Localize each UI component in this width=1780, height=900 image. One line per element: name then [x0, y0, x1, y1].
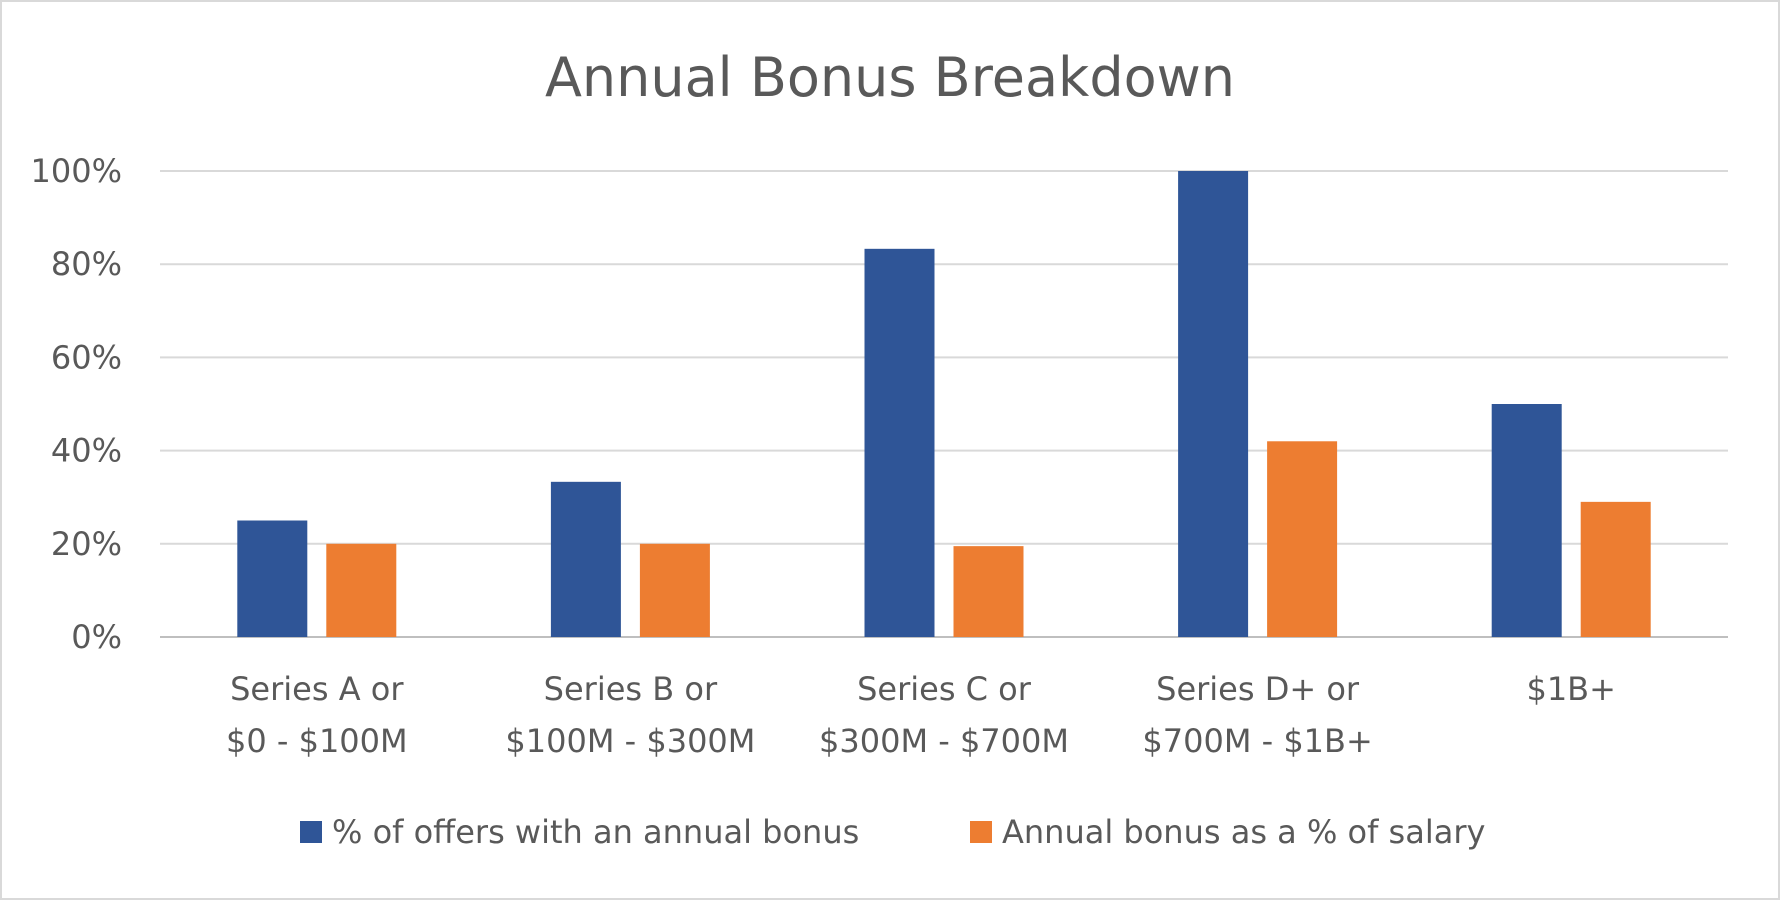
x-tick-label: $1B+: [1526, 670, 1615, 708]
bar-series2-cat4: [1267, 441, 1338, 637]
legend-label: Annual bonus as a % of salary: [1002, 813, 1485, 851]
y-tick-label: 20%: [51, 525, 122, 563]
y-tick-label: 60%: [51, 338, 122, 376]
y-tick-label: 100%: [31, 152, 122, 190]
x-tick-label: Series D+ or: [1156, 670, 1360, 708]
x-tick-label: $0 - $100M: [226, 722, 408, 760]
x-tick-label: Series B or: [544, 670, 718, 708]
bar-series1-cat5: [1491, 404, 1562, 637]
x-tick-label: Series A or: [230, 670, 404, 708]
legend-swatch: [300, 821, 322, 843]
x-tick-label: $300M - $700M: [819, 722, 1069, 760]
x-axis-labels: Series A or $0 - $100M Series B or $100M - …: [226, 670, 1616, 760]
y-tick-label: 80%: [51, 245, 122, 283]
gridlines: [160, 170, 1728, 638]
x-tick-label: $100M - $300M: [505, 722, 755, 760]
bar-series2-cat5: [1580, 501, 1651, 637]
x-tick-label: $700M - $1B+: [1142, 722, 1372, 760]
bar-series1-cat1: [237, 520, 308, 637]
bar-series2-cat3: [953, 546, 1024, 637]
bar-series2-cat2: [639, 543, 710, 637]
bar-series1-cat4: [1178, 171, 1249, 637]
y-tick-label: 0%: [71, 618, 122, 656]
legend: % of offers with an annual bonus Annual b…: [300, 813, 1485, 851]
y-axis-ticks: 0% 20% 40% 60% 80% 100%: [31, 152, 122, 656]
bar-series1-cat2: [550, 481, 621, 637]
chart-title: Annual Bonus Breakdown: [545, 46, 1235, 109]
y-tick-label: 40%: [51, 432, 122, 470]
legend-swatch: [970, 821, 992, 843]
bars: [237, 171, 1651, 637]
x-tick-label: Series C or: [857, 670, 1032, 708]
bar-series2-cat1: [326, 543, 397, 637]
bar-series1-cat3: [864, 248, 935, 637]
legend-label: % of offers with an annual bonus: [332, 813, 859, 851]
